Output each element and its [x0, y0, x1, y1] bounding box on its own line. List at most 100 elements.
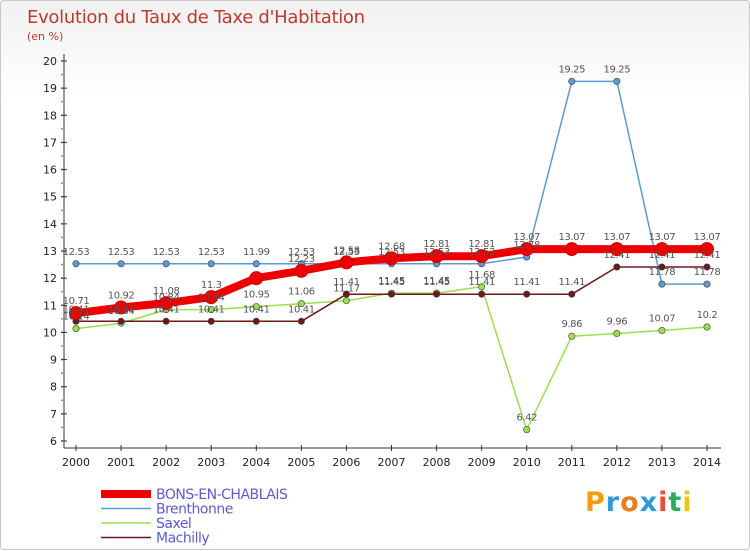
data-label: 12.53: [468, 247, 495, 258]
data-label: 10.34: [108, 306, 135, 317]
data-point: [568, 77, 576, 85]
axes: 6 7 8 9 10 11 12 13 14 15 16 17 18 19 20 2000 2001 2002 20…: [43, 54, 721, 469]
y-tick-label: 13: [43, 245, 57, 258]
y-tick-label: 17: [43, 136, 57, 149]
data-label: 10.41: [243, 304, 270, 315]
data-point: [478, 283, 486, 291]
data-label: 13.07: [558, 232, 585, 243]
legend-label: Saxel: [156, 516, 191, 532]
data-label: 12.23: [288, 254, 315, 265]
data-label: 12.53: [423, 247, 450, 258]
data-label: 10.41: [108, 304, 135, 315]
data-label: 11.68: [468, 270, 495, 281]
data-label: 19.25: [604, 64, 631, 75]
x-tick-label: 2000: [62, 456, 90, 469]
x-tick-label: 2003: [197, 456, 225, 469]
y-axis-minor-dot: [61, 263, 63, 266]
legend-label: Machilly: [156, 531, 209, 547]
data-point: [342, 290, 350, 298]
data-label: 11.41: [468, 277, 495, 288]
data-point: [252, 303, 260, 311]
data-label: 11.99: [243, 247, 270, 258]
x-tick-label: 2009: [468, 456, 496, 469]
y-tick-label: 20: [43, 55, 57, 68]
data-point: [207, 306, 215, 314]
data-label: 10.41: [288, 304, 315, 315]
x-tick-label: 2007: [378, 456, 406, 469]
data-label: 11.41: [333, 277, 360, 288]
x-tick-label: 2014: [693, 456, 721, 469]
y-axis-minor-dot: [61, 182, 63, 185]
data-label: 11.45: [378, 276, 405, 287]
data-label: 9.86: [561, 319, 582, 330]
y-tick-label: 19: [43, 82, 57, 95]
data-point: [384, 251, 399, 266]
data-label: 11.78: [649, 267, 676, 278]
data-point: [297, 300, 305, 308]
series-points: [69, 77, 714, 434]
data-point: [703, 280, 711, 288]
data-label: 12.53: [288, 247, 315, 258]
y-axis-minor-dot: [61, 399, 63, 402]
proxiti-logo: Proxiti: [585, 487, 693, 518]
data-label: 13.07: [649, 232, 676, 243]
data-label: 10.71: [63, 296, 90, 307]
x-tick-label: 2010: [513, 456, 541, 469]
x-tick-label: 2006: [332, 456, 360, 469]
data-label: 12.41: [649, 250, 676, 261]
y-axis-minor-dot: [61, 372, 63, 375]
data-label: 12.81: [468, 239, 495, 250]
y-tick-label: 14: [43, 218, 57, 231]
data-label: 11.41: [558, 277, 585, 288]
legend-label: BONS-EN-CHABLAIS: [156, 487, 288, 503]
y-axis-minor-dot: [61, 209, 63, 212]
data-label: 10.07: [649, 314, 676, 325]
data-point: [564, 242, 579, 257]
y-axis-minor-dot: [61, 127, 63, 130]
chart-subtitle: (en %): [27, 30, 64, 43]
data-point: [387, 290, 395, 298]
y-tick-label: 16: [43, 164, 57, 177]
data-point: [478, 290, 486, 298]
data-point: [609, 242, 624, 257]
data-point: [613, 330, 621, 338]
y-axis-minor-dot: [61, 73, 63, 76]
data-point: [568, 290, 576, 298]
data-label: 10.92: [108, 290, 135, 301]
y-axis-minor-dot: [61, 290, 63, 293]
data-point: [294, 263, 309, 278]
y-tick-label: 12: [43, 272, 57, 285]
data-point: [252, 260, 260, 268]
data-label: 10.41: [63, 304, 90, 315]
data-label: 10.41: [153, 304, 180, 315]
data-point: [474, 249, 489, 264]
data-point: [117, 317, 125, 325]
data-label: 19.25: [558, 64, 585, 75]
data-label: 11.3: [201, 280, 222, 291]
data-label: 11.45: [423, 276, 450, 287]
data-label: 12.53: [153, 247, 180, 258]
x-tick-label: 2002: [152, 456, 180, 469]
x-tick-label: 2011: [558, 456, 586, 469]
data-label: 12.53: [378, 247, 405, 258]
data-label: 13.07: [604, 232, 631, 243]
data-point: [162, 317, 170, 325]
data-label: 10.95: [243, 290, 270, 301]
data-point: [162, 260, 170, 268]
data-label: 11.45: [423, 277, 450, 288]
x-tick-label: 2004: [242, 456, 270, 469]
data-point: [658, 327, 666, 335]
data-label: 12.53: [333, 247, 360, 258]
data-point: [159, 296, 174, 311]
data-point: [249, 271, 264, 286]
data-point: [613, 263, 621, 271]
data-point: [523, 426, 531, 434]
data-point: [658, 280, 666, 288]
y-tick-label: 18: [43, 109, 57, 122]
data-label: 12.78: [513, 240, 540, 251]
data-point: [568, 332, 576, 340]
data-point: [252, 317, 260, 325]
data-point: [519, 242, 534, 257]
